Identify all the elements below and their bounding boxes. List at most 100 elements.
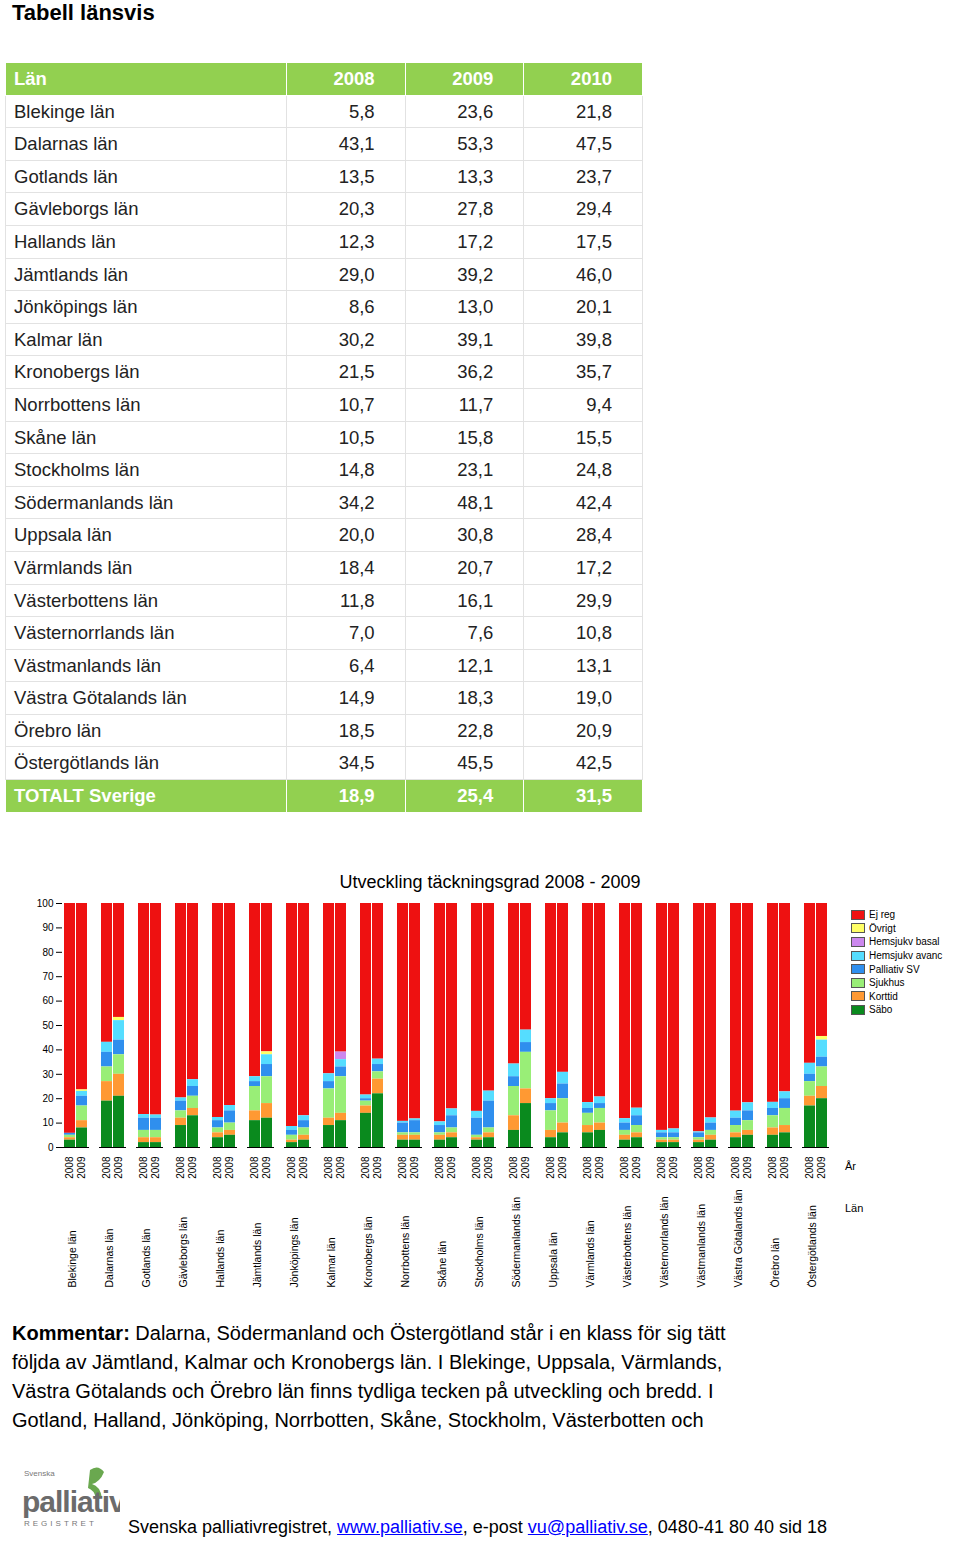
svg-text:2008: 2008 <box>397 1156 408 1179</box>
svg-text:Jönköpings län: Jönköpings län <box>288 1217 300 1287</box>
svg-text:80: 80 <box>42 947 54 958</box>
svg-text:2009: 2009 <box>409 1156 420 1179</box>
svg-text:2008: 2008 <box>101 1156 112 1179</box>
html-text:Jönköpings län: Jönköpings län <box>14 296 138 318</box>
svg-text:Örebro län: Örebro län <box>769 1238 781 1288</box>
svg-text:2008: 2008 <box>249 1156 260 1179</box>
svg-text:Norrbottens län: Norrbottens län <box>399 1216 411 1288</box>
svg-text:2009: 2009 <box>335 1156 346 1179</box>
svg-text:50: 50 <box>42 1020 54 1031</box>
svg-text:Dalarnas län: Dalarnas län <box>103 1228 115 1287</box>
svg-text:2009: 2009 <box>113 1156 124 1179</box>
svg-text:2009: 2009 <box>557 1156 568 1179</box>
svg-text:2008: 2008 <box>286 1156 297 1179</box>
svg-text:Södermanlands län: Södermanlands län <box>510 1197 522 1288</box>
svg-text:2009: 2009 <box>150 1156 161 1179</box>
svg-text:2008: 2008 <box>360 1156 371 1179</box>
svg-text:2008: 2008 <box>508 1156 519 1179</box>
svg-text:2008: 2008 <box>471 1156 482 1179</box>
svg-text:2009: 2009 <box>668 1156 679 1179</box>
svg-text:Svenska: Svenska <box>24 1469 55 1478</box>
svg-text:Västerbottens län: Västerbottens län <box>621 1206 633 1288</box>
html-text:29,4: 29,4 <box>576 198 612 220</box>
svg-text:2009: 2009 <box>520 1156 531 1179</box>
svg-text:60: 60 <box>42 995 54 1006</box>
svg-text:2009: 2009 <box>372 1156 383 1179</box>
html-text:5,8: 5,8 <box>348 100 375 122</box>
svg-text:2008: 2008 <box>323 1156 334 1179</box>
svg-text:Östergötlands län: Östergötlands län <box>806 1205 818 1287</box>
svg-text:2008: 2008 <box>693 1156 704 1179</box>
svg-text:REGISTRET: REGISTRET <box>24 1519 97 1528</box>
svg-text:2009: 2009 <box>76 1156 87 1179</box>
html-text:8,6: 8,6 <box>348 296 375 318</box>
html-text:13,5: 13,5 <box>338 165 375 187</box>
svg-text:Stockholms län: Stockholms län <box>473 1216 485 1287</box>
html-text:47,5: 47,5 <box>576 133 612 155</box>
svg-text:2008: 2008 <box>138 1156 149 1179</box>
html-text:Dalarnas län: Dalarnas län <box>14 133 118 155</box>
svg-text:Uppsala län: Uppsala län <box>547 1232 559 1288</box>
svg-text:2008: 2008 <box>64 1156 75 1179</box>
svg-text:20: 20 <box>42 1093 54 1104</box>
svg-text:2008: 2008 <box>730 1156 741 1179</box>
svg-text:2009: 2009 <box>816 1156 827 1179</box>
html-text:21,8: 21,8 <box>576 100 612 122</box>
html-text:Jämtlands län: Jämtlands län <box>14 263 129 285</box>
svg-text:2009: 2009 <box>261 1156 272 1179</box>
svg-text:Västernorrlands län: Västernorrlands län <box>658 1196 670 1287</box>
svg-text:Kronobergs län: Kronobergs län <box>362 1216 374 1287</box>
svg-text:2008: 2008 <box>804 1156 815 1179</box>
svg-text:2008: 2008 <box>656 1156 667 1179</box>
html-text:20,3: 20,3 <box>338 198 375 220</box>
html-text:43,1: 43,1 <box>338 133 375 155</box>
html-text:39,2: 39,2 <box>457 263 494 285</box>
svg-text:30: 30 <box>42 1069 54 1080</box>
html-text:Blekinge län: Blekinge län <box>14 100 115 122</box>
svg-text:Västra Götalands län: Västra Götalands län <box>732 1189 744 1287</box>
svg-text:Hallands län: Hallands län <box>214 1230 226 1288</box>
svg-text:2009: 2009 <box>224 1156 235 1179</box>
html-text:27,8: 27,8 <box>457 198 494 220</box>
svg-text:palliativ: palliativ <box>22 1485 120 1518</box>
html-text:29,0: 29,0 <box>338 263 375 285</box>
svg-text:2008: 2008 <box>545 1156 556 1179</box>
svg-text:Jämtlands län: Jämtlands län <box>251 1223 263 1288</box>
svg-text:2008: 2008 <box>619 1156 630 1179</box>
svg-text:2008: 2008 <box>434 1156 445 1179</box>
svg-text:2009: 2009 <box>631 1156 642 1179</box>
svg-text:100: 100 <box>37 898 54 909</box>
svg-text:2009: 2009 <box>483 1156 494 1179</box>
svg-text:2008: 2008 <box>175 1156 186 1179</box>
html-text:Gotlands län: Gotlands län <box>14 165 118 187</box>
svg-text:10: 10 <box>42 1117 54 1128</box>
svg-text:Gävleborgs län: Gävleborgs län <box>177 1217 189 1288</box>
svg-text:Blekinge län: Blekinge län <box>66 1230 78 1287</box>
html-text:13,3: 13,3 <box>457 165 494 187</box>
svg-text:Västmanlands län: Västmanlands län <box>695 1204 707 1288</box>
html-text:23,6: 23,6 <box>457 100 494 122</box>
svg-text:2008: 2008 <box>767 1156 778 1179</box>
svg-text:Skåne län: Skåne län <box>436 1241 448 1288</box>
svg-text:2009: 2009 <box>705 1156 716 1179</box>
svg-text:2009: 2009 <box>779 1156 790 1179</box>
svg-text:2009: 2009 <box>187 1156 198 1179</box>
svg-text:Kalmar län: Kalmar län <box>325 1237 337 1287</box>
svg-text:0: 0 <box>48 1142 54 1153</box>
html-text:23,7: 23,7 <box>576 165 612 187</box>
svg-text:2009: 2009 <box>742 1156 753 1179</box>
svg-text:2009: 2009 <box>594 1156 605 1179</box>
html-text:53,3: 53,3 <box>457 133 494 155</box>
svg-text:2008: 2008 <box>582 1156 593 1179</box>
svg-text:Värmlands län: Värmlands län <box>584 1220 596 1287</box>
svg-text:2009: 2009 <box>298 1156 309 1179</box>
svg-text:70: 70 <box>42 971 54 982</box>
svg-text:2009: 2009 <box>446 1156 457 1179</box>
svg-text:90: 90 <box>42 922 54 933</box>
html-text:46,0: 46,0 <box>576 263 612 285</box>
svg-text:Gotlands län: Gotlands län <box>140 1228 152 1287</box>
html-text:Gävleborgs län: Gävleborgs län <box>14 198 139 220</box>
svg-text:40: 40 <box>42 1044 54 1055</box>
html-text:Tabell länsvis: Tabell länsvis <box>12 0 155 25</box>
svg-text:2008: 2008 <box>212 1156 223 1179</box>
